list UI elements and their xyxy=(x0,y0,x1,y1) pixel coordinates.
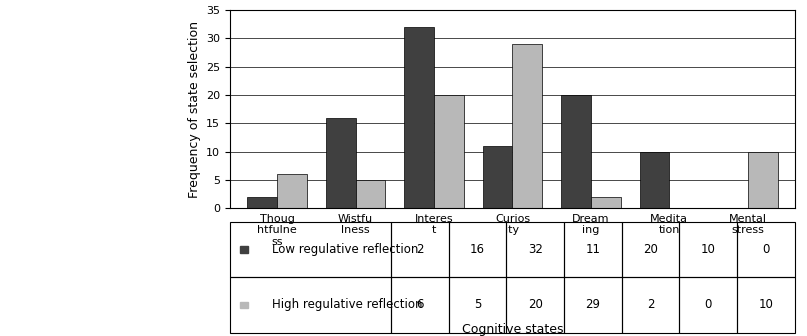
Bar xyxy=(230,277,391,333)
Text: 11: 11 xyxy=(585,243,600,256)
Text: High regulative reflection: High regulative reflection xyxy=(272,298,423,311)
Bar xyxy=(404,27,434,208)
Text: Cognitive states: Cognitive states xyxy=(462,323,563,336)
Text: Low regulative reflection: Low regulative reflection xyxy=(272,243,419,256)
Text: 32: 32 xyxy=(528,243,542,256)
Bar xyxy=(240,246,249,253)
Text: 5: 5 xyxy=(474,298,481,311)
Text: 29: 29 xyxy=(585,298,600,311)
Bar xyxy=(507,222,564,277)
Bar xyxy=(391,222,449,277)
Bar xyxy=(356,180,385,208)
Bar xyxy=(621,277,679,333)
Bar xyxy=(564,277,621,333)
Bar xyxy=(748,152,778,208)
Text: 16: 16 xyxy=(470,243,485,256)
Y-axis label: Frequency of state selection: Frequency of state selection xyxy=(187,21,201,198)
Bar xyxy=(277,174,307,208)
Bar xyxy=(391,277,449,333)
Bar xyxy=(240,302,249,308)
Bar xyxy=(230,222,391,277)
Bar xyxy=(639,152,669,208)
Bar xyxy=(564,222,621,277)
Text: 20: 20 xyxy=(528,298,542,311)
Bar xyxy=(449,222,506,277)
Text: 20: 20 xyxy=(643,243,658,256)
Text: 10: 10 xyxy=(759,298,773,311)
Bar xyxy=(737,277,795,333)
Bar xyxy=(449,277,506,333)
Bar xyxy=(512,44,542,208)
Bar xyxy=(737,222,795,277)
Text: 2: 2 xyxy=(416,243,424,256)
Bar xyxy=(621,222,679,277)
Text: 2: 2 xyxy=(647,298,654,311)
Bar xyxy=(591,197,621,208)
Bar xyxy=(247,197,277,208)
Text: 0: 0 xyxy=(763,243,770,256)
Bar xyxy=(434,95,464,208)
Text: 0: 0 xyxy=(705,298,712,311)
Text: 10: 10 xyxy=(701,243,716,256)
Bar xyxy=(507,277,564,333)
Text: 6: 6 xyxy=(416,298,424,311)
Bar xyxy=(561,95,591,208)
Bar xyxy=(483,146,512,208)
Bar xyxy=(679,222,738,277)
Bar xyxy=(326,118,356,208)
Bar xyxy=(679,277,738,333)
